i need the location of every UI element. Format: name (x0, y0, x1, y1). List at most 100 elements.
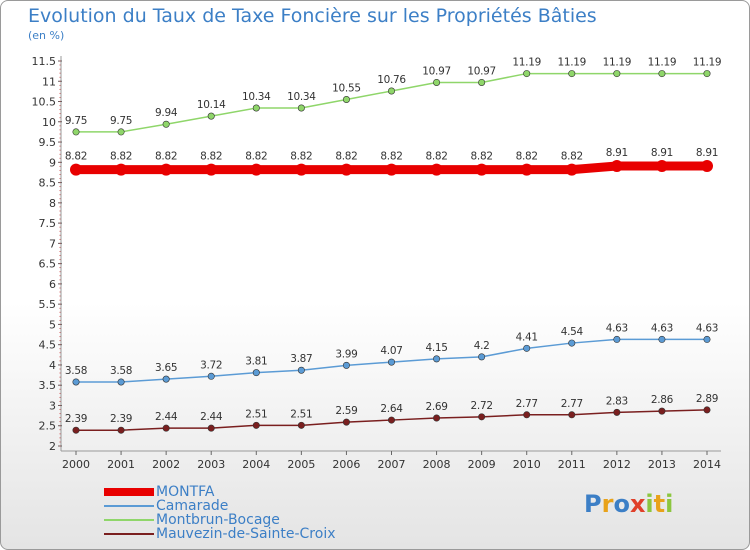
data-label-montbrun-bocage: 10.97 (467, 65, 496, 77)
data-point-mauvezin-de-sainte-croix (703, 406, 711, 414)
data-point-mauvezin-de-sainte-croix (613, 408, 621, 416)
data-label-camarade: 3.65 (155, 362, 177, 374)
y-minor-tick (59, 242, 61, 244)
data-point-montfa (520, 163, 533, 176)
y-minor-tick (59, 125, 61, 127)
data-point-camarade (658, 335, 666, 343)
y-minor-tick (59, 190, 61, 192)
data-label-mauvezin-de-sainte-croix: 2.72 (471, 400, 493, 412)
data-point-camarade (478, 353, 486, 361)
data-point-camarade (342, 361, 350, 369)
x-tick-label: 2000 (62, 458, 90, 471)
data-label-mauvezin-de-sainte-croix: 2.86 (651, 394, 674, 406)
data-point-camarade (297, 366, 305, 374)
y-tick-label: 8.5 (39, 177, 57, 190)
y-minor-tick (59, 315, 61, 317)
y-minor-tick (59, 319, 61, 321)
data-point-camarade (703, 335, 711, 343)
data-label-camarade: 4.07 (380, 345, 402, 357)
y-minor-tick (59, 348, 61, 350)
data-label-camarade: 3.58 (65, 365, 87, 377)
x-tick-label: 2004 (242, 458, 270, 471)
data-label-camarade: 4.63 (651, 322, 673, 334)
y-minor-tick (59, 64, 61, 66)
y-minor-tick (59, 255, 61, 257)
data-point-montfa (295, 163, 308, 176)
data-label-montbrun-bocage: 11.19 (512, 57, 541, 69)
y-minor-tick (59, 165, 61, 167)
y-minor-tick (59, 117, 61, 119)
data-label-camarade: 4.63 (606, 322, 628, 334)
y-minor-tick (59, 441, 61, 443)
data-point-montfa (205, 163, 218, 176)
legend-swatch-camarade (104, 505, 154, 507)
y-minor-tick (59, 210, 61, 212)
x-tick-label: 2014 (693, 458, 721, 471)
data-label-montfa: 8.82 (200, 151, 222, 163)
y-tick-label: 3.5 (39, 379, 57, 392)
y-minor-tick (59, 153, 61, 155)
data-label-montbrun-bocage: 11.19 (693, 57, 722, 69)
y-minor-tick (59, 283, 61, 285)
data-point-montbrun-bocage (613, 70, 621, 78)
data-point-camarade (207, 372, 215, 380)
y-minor-tick (59, 68, 61, 70)
data-point-montbrun-bocage (297, 104, 305, 112)
data-label-mauvezin-de-sainte-croix: 2.83 (606, 395, 628, 407)
y-minor-tick (59, 279, 61, 281)
data-label-montfa: 8.82 (561, 151, 583, 163)
x-tick-label: 2006 (332, 458, 360, 471)
y-minor-tick (59, 396, 61, 398)
y-tick-label: 4.5 (39, 339, 57, 352)
proxiti-logo: Proxiti (584, 490, 674, 518)
data-point-mauvezin-de-sainte-croix (478, 413, 486, 421)
y-minor-tick (59, 157, 61, 159)
y-minor-tick (59, 222, 61, 224)
y-minor-tick (59, 60, 61, 62)
y-minor-tick (59, 429, 61, 431)
y-tick-label: 9.5 (39, 136, 57, 149)
data-label-mauvezin-de-sainte-croix: 2.64 (380, 403, 403, 415)
y-minor-tick (59, 425, 61, 427)
legend-swatch-montbrun-bocage (104, 519, 154, 521)
data-label-camarade: 3.81 (245, 356, 267, 368)
data-label-camarade: 3.58 (110, 365, 132, 377)
data-point-montfa (250, 163, 263, 176)
data-label-montbrun-bocage: 9.75 (110, 115, 132, 127)
y-tick-label: 10.5 (32, 96, 57, 109)
x-tick-label: 2001 (107, 458, 135, 471)
y-minor-tick (59, 275, 61, 277)
y-minor-tick (59, 88, 61, 90)
data-point-camarade (72, 378, 80, 386)
y-minor-tick (59, 92, 61, 94)
y-minor-tick (59, 129, 61, 131)
data-point-camarade (117, 378, 125, 386)
x-tick-label: 2008 (423, 458, 451, 471)
y-minor-tick (59, 404, 61, 406)
y-minor-tick (59, 230, 61, 232)
y-minor-tick (59, 400, 61, 402)
data-label-montbrun-bocage: 11.19 (558, 57, 587, 69)
data-point-mauvezin-de-sainte-croix (658, 407, 666, 415)
y-minor-tick (59, 392, 61, 394)
y-minor-tick (59, 372, 61, 374)
y-minor-tick (59, 218, 61, 220)
data-label-montfa: 8.82 (110, 151, 132, 163)
data-point-montbrun-bocage (342, 96, 350, 104)
y-minor-tick (59, 307, 61, 309)
data-label-mauvezin-de-sainte-croix: 2.77 (561, 398, 583, 410)
data-point-montfa (115, 163, 128, 176)
y-minor-tick (59, 186, 61, 188)
data-label-montfa: 8.82 (290, 151, 312, 163)
legend-swatch-mauvezin (104, 533, 154, 535)
data-label-mauvezin-de-sainte-croix: 2.44 (155, 411, 178, 423)
data-label-montfa: 8.82 (471, 151, 493, 163)
y-minor-tick (59, 364, 61, 366)
data-label-mauvezin-de-sainte-croix: 2.39 (65, 413, 87, 425)
y-tick-label: 9 (49, 156, 56, 169)
data-label-montfa: 8.82 (380, 151, 402, 163)
data-label-mauvezin-de-sainte-croix: 2.89 (696, 393, 718, 405)
data-label-mauvezin-de-sainte-croix: 2.59 (335, 405, 357, 417)
x-tick-label: 2005 (287, 458, 315, 471)
